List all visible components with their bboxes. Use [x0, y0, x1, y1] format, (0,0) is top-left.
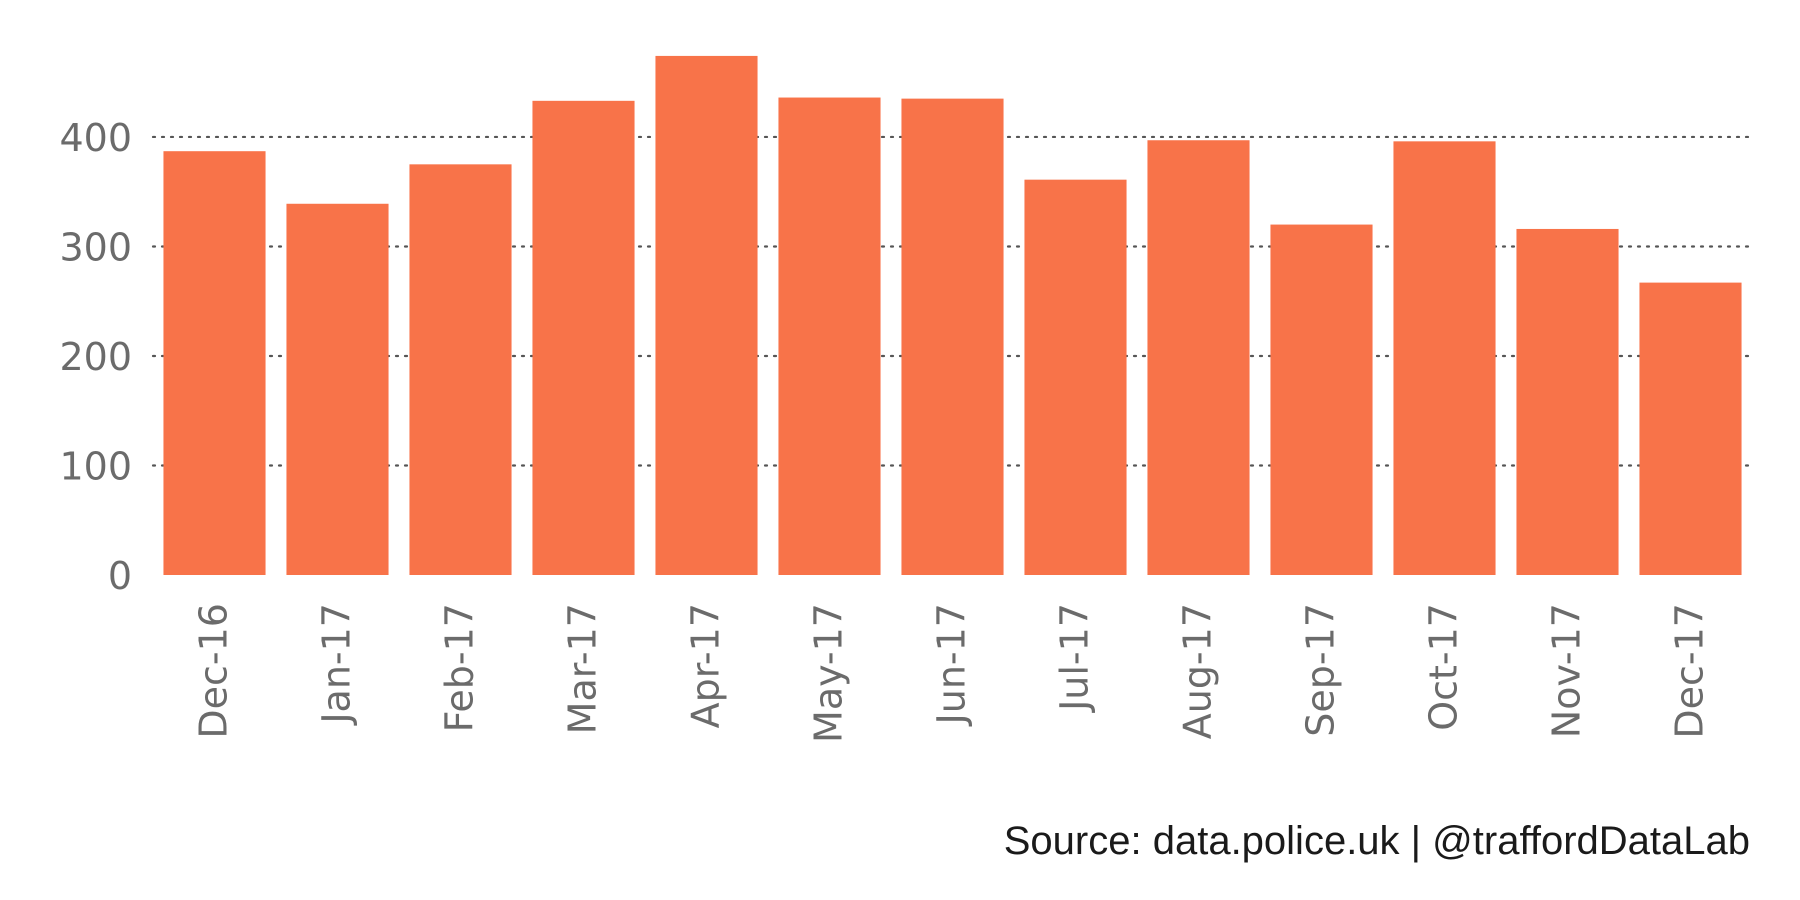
x-tick-label: Dec-17 [1668, 603, 1712, 739]
bar-jun-17 [901, 98, 1004, 575]
x-axis-ticks: Dec-16 Jan-17 Feb-17 Mar-17 Apr-17 May-17 Jun-… [192, 603, 1712, 743]
x-tick-label: Aug-17 [1176, 603, 1220, 739]
bar-jan-17 [286, 203, 389, 575]
x-tick-label: Sep-17 [1299, 603, 1343, 737]
bar-sep-17 [1270, 224, 1373, 575]
x-tick-label: Jan-17 [315, 603, 359, 726]
y-tick-label: 0 [108, 554, 132, 598]
bar-mar-17 [532, 100, 635, 575]
y-tick-label: 300 [59, 225, 132, 269]
x-tick-label: Feb-17 [438, 603, 482, 732]
y-tick-label: 200 [59, 335, 132, 379]
bar-apr-17 [655, 55, 758, 575]
x-tick-label: May-17 [807, 603, 851, 743]
bar-oct-17 [1393, 141, 1496, 575]
bar-dec-17 [1639, 282, 1742, 575]
bar-nov-17 [1516, 228, 1619, 575]
x-tick-label: Nov-17 [1545, 603, 1589, 738]
x-tick-label: Apr-17 [684, 603, 728, 728]
y-axis-ticks: 0 100 200 300 400 [59, 116, 132, 598]
x-tick-label: Oct-17 [1422, 603, 1466, 731]
y-tick-label: 100 [59, 444, 132, 488]
y-tick-label: 400 [59, 116, 132, 160]
bar-dec-16 [163, 151, 266, 576]
x-tick-label: Jun-17 [930, 603, 974, 726]
source-caption: Source: data.police.uk | @traffordDataLa… [1003, 819, 1750, 863]
bars [163, 55, 1742, 576]
x-tick-label: Mar-17 [561, 603, 605, 734]
x-tick-label: Jul-17 [1053, 603, 1097, 713]
bar-may-17 [778, 97, 881, 575]
bar-feb-17 [409, 164, 512, 575]
x-tick-label: Dec-16 [192, 603, 236, 739]
bar-aug-17 [1147, 140, 1250, 575]
bar-jul-17 [1024, 179, 1127, 576]
